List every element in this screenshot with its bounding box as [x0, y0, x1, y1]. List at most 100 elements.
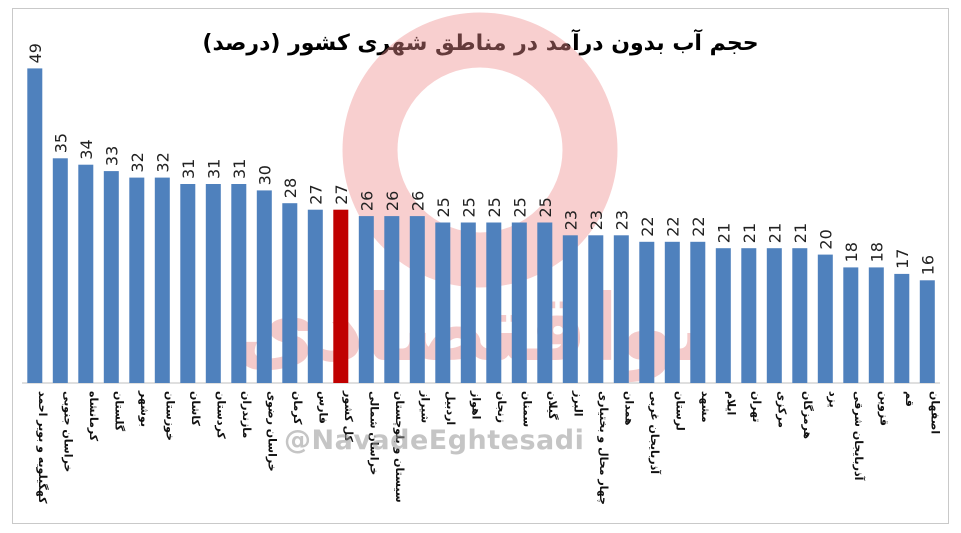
category-label-25: آذربایجان غربی: [648, 391, 662, 474]
category-label-21: گیلان: [546, 391, 559, 420]
bar-16: [409, 216, 425, 383]
category-label-4: گلستان: [112, 391, 125, 432]
bar-24: [613, 235, 629, 383]
bar-20: [511, 222, 527, 383]
category-label-8: کردستان: [214, 391, 227, 439]
category-label-18: اهواز: [469, 390, 482, 419]
category-label-34: قزوین: [877, 391, 890, 426]
bar-19: [486, 222, 502, 383]
value-label-18: 25: [459, 197, 478, 217]
category-label-14: خراسان شمالی: [367, 391, 380, 475]
bar-23: [588, 235, 604, 383]
value-label-8: 31: [204, 159, 223, 179]
category-label-16: شیراز: [418, 390, 431, 423]
value-label-14: 26: [357, 191, 376, 211]
value-label-29: 21: [740, 223, 759, 243]
category-label-10: خراسان رضوی: [265, 391, 278, 472]
value-label-10: 30: [255, 165, 274, 185]
bar-30: [766, 248, 782, 383]
bar-29: [741, 248, 757, 383]
category-label-30: مرکزی: [775, 391, 788, 428]
bar-2: [52, 158, 68, 383]
bar-17: [435, 222, 451, 383]
bar-35: [894, 273, 910, 383]
bar-9: [231, 184, 247, 383]
bar-10: [256, 190, 272, 383]
category-label-17: اردبیل: [444, 391, 457, 425]
bar-25: [639, 241, 655, 383]
value-label-23: 23: [587, 210, 606, 230]
bar-3: [78, 164, 94, 383]
value-label-3: 34: [77, 139, 96, 159]
bar-36: [919, 280, 935, 383]
category-label-28: ایلام: [724, 391, 737, 415]
value-label-17: 25: [434, 197, 453, 217]
category-label-6: خوزستان: [163, 391, 176, 441]
value-label-21: 25: [536, 197, 555, 217]
bar-21: [537, 222, 553, 383]
value-label-6: 32: [153, 152, 172, 172]
bar-1: [27, 68, 43, 384]
bar-14: [358, 216, 374, 383]
bar-12: [307, 209, 323, 383]
category-label-1: کهگیلویه و بویر احمد: [36, 391, 49, 504]
value-label-9: 31: [230, 159, 249, 179]
value-label-24: 23: [612, 210, 631, 230]
value-label-35: 17: [893, 249, 912, 269]
category-label-32: یزد: [826, 391, 839, 408]
value-label-5: 32: [128, 152, 147, 172]
value-label-22: 23: [561, 210, 580, 230]
value-label-11: 28: [281, 178, 300, 198]
chart-title: حجم آب بدون درآمد در مناطق شهری کشور (در…: [202, 31, 759, 56]
bar-31: [792, 248, 808, 383]
bar-5: [129, 177, 145, 383]
value-label-16: 26: [408, 191, 427, 211]
category-label-13: کل کشور: [342, 390, 355, 442]
value-label-7: 31: [179, 159, 198, 179]
category-label-7: کاشان: [189, 391, 202, 426]
category-label-5: بوشهر: [138, 390, 151, 427]
category-label-31: هرمزگان: [801, 391, 814, 439]
category-label-3: کرمانشاه: [87, 391, 100, 442]
value-label-33: 18: [842, 242, 861, 262]
category-label-35: قم: [903, 391, 916, 407]
bar-13: [333, 209, 349, 383]
category-label-22: البرز: [571, 390, 584, 417]
value-label-36: 16: [918, 255, 937, 275]
value-label-28: 21: [714, 223, 733, 243]
value-label-2: 35: [51, 133, 70, 153]
category-label-20: سمنان: [520, 391, 533, 427]
category-label-23: چهار محال و بختیاری: [597, 391, 610, 505]
category-label-29: تهران: [750, 391, 763, 422]
category-label-24: همدان: [622, 391, 635, 426]
value-label-25: 22: [638, 216, 657, 236]
value-label-13: 27: [332, 184, 351, 204]
value-label-27: 22: [689, 216, 708, 236]
value-label-19: 25: [485, 197, 504, 217]
bar-26: [664, 241, 680, 383]
category-label-9: مازندران: [240, 391, 253, 438]
value-label-32: 20: [816, 229, 835, 249]
watermark-handle: @NavadeEghtesadi: [284, 425, 585, 456]
bar-33: [843, 267, 859, 383]
value-label-31: 21: [791, 223, 810, 243]
bar-28: [715, 248, 731, 383]
value-label-26: 22: [663, 216, 682, 236]
value-label-20: 25: [510, 197, 529, 217]
bar-27: [690, 241, 706, 383]
bar-32: [817, 254, 833, 383]
category-label-15: سیستان و بلوچستان: [393, 391, 406, 503]
bar-15: [384, 216, 400, 383]
category-label-2: خراسان جنوبی: [61, 391, 74, 472]
bar-7: [180, 184, 196, 383]
value-label-30: 21: [765, 223, 784, 243]
bar-8: [205, 184, 221, 383]
bar-34: [868, 267, 884, 383]
bar-18: [460, 222, 476, 383]
category-label-33: آذربایجان شرقی: [852, 391, 866, 481]
category-label-12: فارس: [316, 391, 329, 424]
value-label-1: 49: [26, 43, 45, 63]
category-label-36: اصفهان: [928, 391, 941, 434]
value-label-34: 18: [867, 242, 886, 262]
